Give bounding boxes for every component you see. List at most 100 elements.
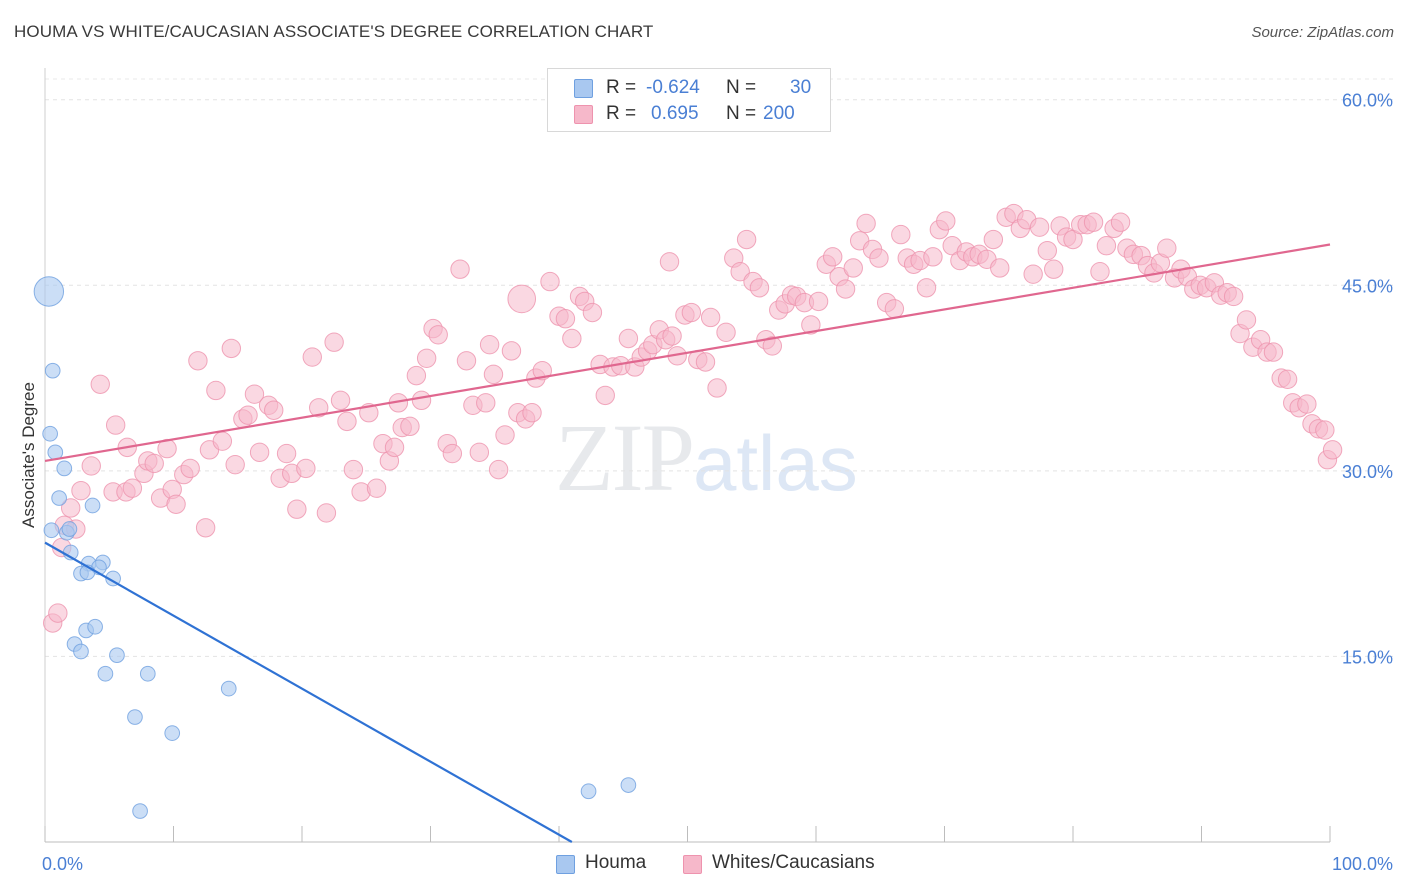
y-tick-label-3: 60.0% <box>1342 91 1393 111</box>
white-point-88 <box>618 328 639 349</box>
white-point-195 <box>1322 440 1343 460</box>
houma-point-8 <box>61 521 78 537</box>
watermark-atlas: atlas <box>693 419 858 507</box>
houma-point-28 <box>620 777 637 793</box>
white-point-119 <box>823 247 843 267</box>
white-point-69 <box>488 459 509 480</box>
white-point-151 <box>1037 240 1058 261</box>
white-point-55 <box>400 416 420 437</box>
white-point-63 <box>450 259 470 279</box>
white-point-31 <box>238 405 258 425</box>
white-point-43 <box>316 503 337 523</box>
white-point-199 <box>659 252 680 272</box>
white-point-85 <box>595 385 615 406</box>
houma-point-19 <box>73 643 89 660</box>
houma-point-0 <box>33 276 65 307</box>
white-point-42 <box>309 398 329 418</box>
x-tick-label-0: 0.0% <box>42 854 83 874</box>
whites-swatch <box>574 105 593 124</box>
white-point-1 <box>48 603 68 623</box>
white-point-37 <box>276 443 297 464</box>
white-point-50 <box>366 478 387 498</box>
white-point-67 <box>476 393 496 413</box>
white-point-179 <box>1223 286 1244 307</box>
watermark-zip: ZIP <box>555 404 695 511</box>
white-point-101 <box>700 307 721 328</box>
white-point-158 <box>1083 212 1104 232</box>
white-point-106 <box>736 229 757 250</box>
white-point-124 <box>856 213 876 234</box>
white-point-196 <box>507 284 537 314</box>
y-axis-label: Associate's Degree <box>19 382 38 528</box>
whites-r-value: 0.695 <box>651 103 699 124</box>
whites-r-label: R = <box>606 103 637 124</box>
white-point-136 <box>936 211 956 231</box>
white-point-68 <box>483 364 504 385</box>
white-point-169 <box>1157 238 1177 258</box>
white-point-185 <box>1263 342 1284 362</box>
white-point-98 <box>681 302 702 323</box>
houma-point-1 <box>44 362 61 379</box>
chart-title: HOUMA VS WHITE/CAUCASIAN ASSOCIATE'S DEG… <box>14 22 654 41</box>
white-point-74 <box>522 403 542 423</box>
white-point-80 <box>562 328 582 349</box>
white-point-95 <box>662 326 682 346</box>
y-tick-label-1: 30.0% <box>1342 462 1393 482</box>
white-point-143 <box>983 229 1004 250</box>
white-point-103 <box>716 322 736 343</box>
white-point-27 <box>212 431 233 451</box>
white-point-26 <box>206 380 226 401</box>
white-point-149 <box>1023 264 1043 284</box>
white-point-162 <box>1110 212 1131 232</box>
houma-point-27 <box>580 783 597 800</box>
white-point-64 <box>456 351 477 371</box>
white-point-13 <box>122 478 143 498</box>
whites-n-label: N = <box>726 103 757 124</box>
houma-point-17 <box>87 618 103 635</box>
houma-point-29 <box>43 522 60 539</box>
houma-trend-line <box>44 541 573 843</box>
white-point-193 <box>1315 420 1335 440</box>
white-point-122 <box>843 258 863 278</box>
white-point-128 <box>884 299 905 319</box>
white-point-46 <box>337 411 357 432</box>
houma-n-value: 30 <box>790 77 812 98</box>
white-point-62 <box>442 443 463 464</box>
legend-row-houma: R = -0.624 N = 30 <box>548 75 830 101</box>
white-point-126 <box>869 248 889 268</box>
white-point-60 <box>428 325 448 345</box>
houma-point-2 <box>42 425 58 442</box>
houma-r-label: R = <box>606 77 637 98</box>
white-point-190 <box>1297 394 1317 414</box>
houma-point-6 <box>84 497 101 514</box>
houma-point-26 <box>132 803 148 819</box>
white-point-134 <box>923 247 943 267</box>
houma-point-23 <box>220 680 237 697</box>
houma-point-22 <box>139 665 156 682</box>
white-point-44 <box>324 332 344 352</box>
white-point-197 <box>479 334 500 355</box>
white-point-32 <box>244 384 265 404</box>
white-point-24 <box>195 518 216 538</box>
white-point-108 <box>749 278 770 298</box>
white-point-181 <box>1236 310 1257 330</box>
legend-whites-label: Whites/Caucasians <box>712 852 875 873</box>
houma-point-24 <box>127 709 143 725</box>
white-point-53 <box>384 437 405 458</box>
white-point-133 <box>916 278 937 298</box>
white-point-160 <box>1096 236 1117 256</box>
white-point-33 <box>249 442 270 463</box>
white-point-7 <box>81 456 101 476</box>
white-point-79 <box>555 309 576 329</box>
houma-point-21 <box>97 665 114 682</box>
white-point-58 <box>416 348 437 368</box>
white-point-45 <box>330 390 351 411</box>
white-point-152 <box>1044 259 1064 279</box>
white-point-29 <box>225 454 245 475</box>
white-point-121 <box>835 279 856 299</box>
white-point-144 <box>990 258 1010 278</box>
white-point-83 <box>582 302 603 323</box>
legend-series: Houma Whites/Caucasians <box>0 852 1406 878</box>
white-point-6 <box>71 480 91 501</box>
